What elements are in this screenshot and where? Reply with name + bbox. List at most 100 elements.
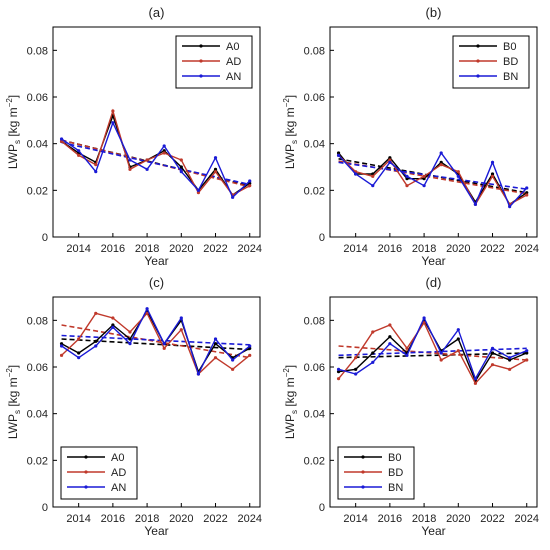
y-tick-label: 0.08 <box>27 315 48 327</box>
chart-panel-c: (c) 0 0.02 0.04 0.06 0.08 2014 2016 2018 2020 2022… <box>5 275 262 538</box>
data-point-BN <box>473 377 478 381</box>
data-point-AN <box>196 372 201 376</box>
data-point-BN <box>388 160 392 164</box>
data-point-AD <box>196 191 201 195</box>
data-point-B0 <box>405 177 409 181</box>
legend-marker-A0 <box>84 455 88 459</box>
data-point-AD <box>145 158 149 162</box>
y-tick-label: 0 <box>319 232 325 244</box>
x-axis-label: Year <box>144 254 168 268</box>
y-axis-label: LWPs [kg m−2] <box>5 365 22 439</box>
legend-marker-BN <box>361 485 365 489</box>
data-point-B0 <box>456 337 460 341</box>
data-point-AN <box>196 188 201 192</box>
data-point-BN <box>336 153 341 157</box>
legend-marker-AD <box>199 59 203 63</box>
x-tick-label: 2018 <box>135 243 159 255</box>
legend-box <box>60 446 138 500</box>
data-point-BD <box>422 321 426 325</box>
legend-label-BD: BD <box>388 467 403 479</box>
data-point-AN <box>162 342 166 346</box>
data-point-AN <box>231 195 235 199</box>
series-line-AN <box>61 120 251 199</box>
x-tick-label: 2020 <box>446 243 470 255</box>
data-point-AD <box>145 311 149 315</box>
legend-label-AD: AD <box>111 467 126 479</box>
data-point-BD <box>456 349 460 353</box>
data-point-BN <box>456 174 460 178</box>
data-point-A0 <box>248 346 252 350</box>
data-point-B0 <box>508 358 512 362</box>
data-point-BD <box>371 174 375 178</box>
data-point-A0 <box>111 323 115 327</box>
data-point-BN <box>336 367 341 371</box>
trend-line-B0 <box>338 158 527 194</box>
data-point-AD <box>231 367 235 371</box>
y-tick-label: 0.04 <box>304 409 325 421</box>
data-point-A0 <box>213 167 218 171</box>
x-tick-label: 2022 <box>203 513 227 525</box>
x-tick-label: 2024 <box>237 513 261 525</box>
data-point-AD <box>179 328 183 332</box>
y-axis-label: LWPs [kg m−2] <box>282 365 299 439</box>
y-tick-label: 0.06 <box>27 92 48 104</box>
data-point-BD <box>473 381 478 385</box>
data-point-AD <box>77 337 81 341</box>
data-point-AN <box>145 167 149 171</box>
series-line-BN <box>338 151 528 209</box>
legend-label-B0: B0 <box>388 452 401 464</box>
y-tick-label: 0 <box>42 502 48 514</box>
trend-line-AN <box>61 141 250 186</box>
legend-label-AN: AN <box>226 71 241 83</box>
legend-box <box>337 446 415 500</box>
series-line-BD <box>338 154 528 206</box>
legend-marker-B0 <box>361 455 365 459</box>
data-point-AD <box>128 330 132 334</box>
series-line-BN <box>338 316 527 381</box>
chart-panel-b: (b) 0 0.02 0.04 0.06 0.08 2014 2016 2018 2020 2022… <box>282 5 539 268</box>
data-point-AN <box>179 316 183 320</box>
legend-label-BD: BD <box>503 56 518 68</box>
legend-marker-BD <box>476 59 480 63</box>
y-axis-label: LWPs [kg m−2] <box>282 95 299 169</box>
y-tick-label: 0.06 <box>304 92 325 104</box>
x-tick-label: 2014 <box>66 243 90 255</box>
data-point-BN <box>490 160 495 164</box>
data-point-BN <box>422 184 426 188</box>
x-tick-label: 2022 <box>480 243 504 255</box>
plot-frame <box>52 26 261 238</box>
x-tick-label: 2016 <box>378 243 402 255</box>
panel-label: (b) <box>426 5 442 20</box>
data-point-BN <box>525 349 529 353</box>
data-point-BD <box>388 323 392 327</box>
data-point-AN <box>231 358 235 362</box>
x-tick-label: 2018 <box>412 513 436 525</box>
series-line-AD <box>61 312 251 376</box>
x-axis-label: Year <box>421 524 445 538</box>
legend-marker-AD <box>84 470 88 474</box>
series-line-AD <box>61 108 251 196</box>
data-point-BN <box>439 151 443 155</box>
x-tick-label: 2014 <box>66 513 90 525</box>
data-point-AN <box>77 356 81 360</box>
y-axis-label: LWPs [kg m−2] <box>5 95 22 169</box>
panel-label: (d) <box>426 275 442 290</box>
y-tick-label: 0.02 <box>27 455 48 467</box>
series-line-B0 <box>338 318 527 383</box>
data-point-BN <box>405 174 409 178</box>
legend: A0 AD AN <box>60 446 138 500</box>
data-point-BN <box>405 353 409 357</box>
data-point-BN <box>371 360 375 364</box>
x-tick-label: 2018 <box>412 243 436 255</box>
legend-marker-A0 <box>199 44 203 48</box>
data-point-A0 <box>94 339 98 343</box>
y-tick-label: 0.04 <box>27 409 48 421</box>
y-tick-label: 0.04 <box>27 139 48 151</box>
data-point-AD <box>213 170 218 174</box>
plot-frame <box>329 26 538 238</box>
series-line-A0 <box>61 113 251 196</box>
panel-label: (a) <box>149 5 165 20</box>
data-point-BN <box>473 202 478 206</box>
y-tick-label: 0.08 <box>304 45 325 57</box>
data-point-AN <box>59 344 64 348</box>
